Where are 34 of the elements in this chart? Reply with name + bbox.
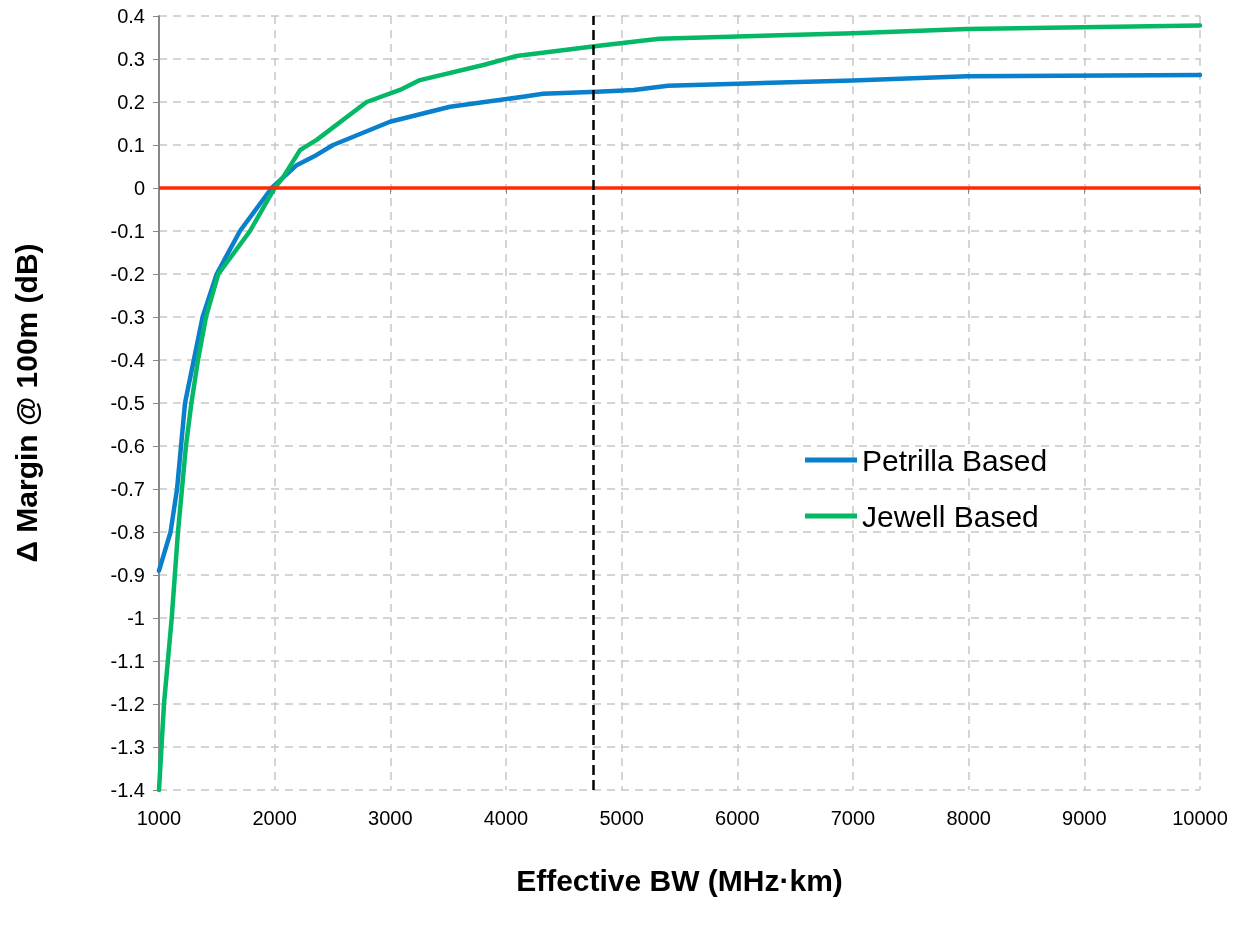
y-tick-label: 0.4 [117, 5, 145, 27]
x-tick-label: 1000 [136, 807, 182, 829]
y-tick-label: 0.3 [117, 48, 145, 70]
y-tick-label: 0 [133, 177, 145, 199]
x-tick-label: 3000 [368, 807, 413, 829]
x-tick-label: 2000 [252, 807, 297, 829]
legend-label: Jewell Based [862, 499, 1039, 533]
x-axis-title: Effective BW (MHz·km) [516, 863, 843, 897]
x-tick-label: 7000 [830, 807, 876, 829]
x-tick-label: 4000 [483, 807, 529, 829]
x-tick-label: 6000 [715, 807, 760, 829]
y-tick-label: -1.2 [110, 693, 145, 715]
y-axis-title: Δ Margin @ 100m (dB) [9, 243, 43, 563]
y-tick-label: -0.8 [110, 521, 145, 543]
x-tick-label: 8000 [946, 807, 991, 829]
y-tick-label: -0.4 [110, 349, 145, 371]
y-tick-label: -1.4 [110, 779, 145, 801]
x-tick-label: 5000 [599, 807, 644, 829]
y-tick-label: -0.2 [110, 263, 145, 285]
x-tick-label: 9000 [1062, 807, 1107, 829]
y-tick-label: -1 [127, 607, 145, 629]
x-tick-label: 10000 [1172, 807, 1228, 829]
y-tick-label: -0.7 [110, 478, 145, 500]
legend-label: Petrilla Based [862, 443, 1048, 477]
y-tick-label: -0.6 [110, 435, 145, 457]
line-series [156, 72, 1203, 573]
y-tick-label: -0.9 [110, 564, 145, 586]
y-tick-label: -1.1 [110, 650, 145, 672]
y-tick-label: -0.3 [110, 306, 145, 328]
y-tick-label: -0.5 [110, 392, 145, 414]
y-tick-label: -0.1 [110, 220, 145, 242]
y-tick-label: -1.3 [110, 736, 145, 758]
y-tick-label: 0.2 [117, 91, 145, 113]
y-tick-label: 0.1 [117, 134, 145, 156]
